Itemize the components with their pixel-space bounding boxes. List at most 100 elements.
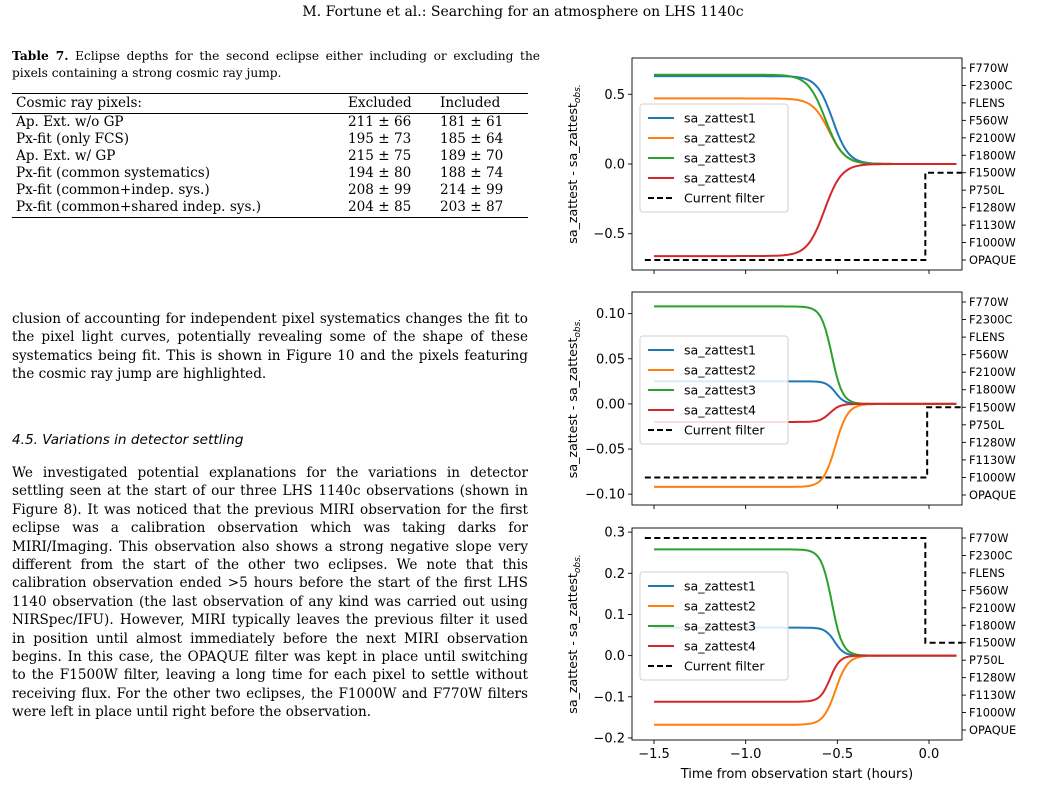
- filter-label: F2300C: [969, 78, 1013, 92]
- legend-entry: sa_zattest1: [684, 111, 756, 126]
- filter-label: F560W: [969, 113, 1009, 127]
- column-header: Included: [436, 93, 528, 114]
- table-caption-text: Eclipse depths for the second eclipse ei…: [12, 49, 541, 80]
- table-cell: 208 ± 99: [348, 182, 412, 198]
- table-cell: 188 ± 74: [440, 165, 504, 181]
- x-tick-label: −1.0: [730, 747, 762, 762]
- filter-label: F560W: [969, 583, 1009, 597]
- y-tick-label: −0.10: [585, 488, 625, 503]
- current-filter-line: [644, 406, 962, 479]
- table-cell: Px-fit (only FCS): [16, 131, 130, 147]
- y-tick-label: 0.10: [596, 307, 625, 322]
- filter-label: F1800W: [969, 618, 1016, 632]
- filter-label: F1130W: [969, 218, 1016, 232]
- filter-label: F1800W: [969, 148, 1016, 162]
- filter-label: F1500W: [969, 636, 1016, 650]
- filter-label: F2100W: [969, 365, 1016, 379]
- legend-entry: Current filter: [684, 659, 765, 674]
- table-caption: Table 7. Eclipse depths for the second e…: [12, 48, 540, 81]
- y-tick-label: 0.1: [604, 608, 625, 623]
- filter-label: F1130W: [969, 688, 1016, 702]
- table-cell: Ap. Ext. w/o GP: [16, 114, 124, 130]
- filter-label: F2100W: [969, 131, 1016, 145]
- plot-area: [644, 73, 962, 261]
- legend-box: [639, 571, 789, 681]
- legend-entry: sa_zattest1: [684, 343, 756, 358]
- table-row: Px-fit (only FCS) 195 ± 73 185 ± 64: [12, 131, 528, 148]
- legend-entry: sa_zattest4: [684, 639, 756, 654]
- filter-label: F770W: [969, 531, 1009, 545]
- table-cell: 195 ± 73: [348, 131, 412, 147]
- filter-label: F1280W: [969, 201, 1016, 215]
- legend-entry: sa_zattest2: [684, 131, 756, 146]
- table-row: Px-fit (common+shared indep. sys.) 204 ± …: [12, 199, 528, 218]
- table-cell: 211 ± 66: [348, 114, 412, 130]
- y-tick-label: −0.5: [593, 227, 625, 242]
- y-axis-label-subscript: obs.: [573, 554, 583, 573]
- y-tick-label: 0.3: [604, 526, 625, 541]
- filter-label: F1800W: [969, 383, 1016, 397]
- table-header-row: Cosmic ray pixels: Excluded Included: [12, 93, 528, 114]
- filter-label: FLENS: [969, 96, 1005, 110]
- y-axis-label: sa_zattest - sa_zattestobs.: [565, 554, 583, 713]
- filter-label: P750L: [969, 183, 1005, 197]
- filter-label: F1280W: [969, 671, 1016, 685]
- table-7-block: Table 7. Eclipse depths for the second e…: [12, 48, 540, 218]
- table-cell: Px-fit (common+shared indep. sys.): [12, 199, 344, 218]
- table-cell: 203 ± 87: [436, 199, 528, 218]
- legend-entry: sa_zattest4: [684, 171, 756, 186]
- legend-entry: sa_zattest2: [684, 599, 756, 614]
- filter-label: F770W: [969, 61, 1009, 75]
- y-tick-label: 0.05: [596, 352, 625, 367]
- table-cell: 194 ± 80: [348, 165, 412, 181]
- filter-label: OPAQUE: [969, 253, 1016, 267]
- filter-label: FLENS: [969, 330, 1005, 344]
- y-axis-label-subscript: obs.: [573, 319, 583, 338]
- filter-label: F1280W: [969, 435, 1016, 449]
- legend-entry: sa_zattest3: [684, 619, 756, 634]
- eclipse-depth-table: Cosmic ray pixels: Excluded Included Ap.…: [12, 93, 528, 218]
- series-line-sa_zattest4: [654, 654, 957, 703]
- column-header: Cosmic ray pixels:: [12, 93, 344, 114]
- table-row: Ap. Ext. w/ GP 215 ± 75 189 ± 70: [12, 148, 528, 165]
- plot-area: [644, 537, 962, 726]
- filter-label: F2300C: [969, 548, 1013, 562]
- paragraph-continuation: clusion of accounting for independent pi…: [12, 311, 528, 383]
- column-header: Excluded: [344, 93, 436, 114]
- y-tick-label: 0.5: [604, 88, 625, 103]
- y-tick-label: −0.05: [585, 443, 625, 458]
- filter-label: OPAQUE: [969, 488, 1016, 502]
- legend-entry: sa_zattest3: [684, 151, 756, 166]
- legend-entry: sa_zattest3: [684, 383, 756, 398]
- filter-label: P750L: [969, 653, 1005, 667]
- table-cell: 189 ± 70: [440, 148, 504, 164]
- table-row: Px-fit (common systematics) 194 ± 80 188 ±…: [12, 165, 528, 182]
- filter-label: F1500W: [969, 166, 1016, 180]
- filter-label: F770W: [969, 295, 1009, 309]
- x-tick-label: −0.5: [822, 747, 854, 762]
- filter-label: F1000W: [969, 706, 1016, 720]
- filter-label: F2100W: [969, 601, 1016, 615]
- y-tick-label: 0.2: [604, 567, 625, 582]
- x-tick-label: 0.0: [919, 747, 940, 762]
- series-line-sa_zattest4: [654, 163, 957, 258]
- detector-settling-figure: −0.5 0.0 0.5 F770W F2300C FLENS F560W F2100W F18…: [565, 57, 1016, 780]
- legend-entry: sa_zattest4: [684, 403, 756, 418]
- table-cell: 215 ± 75: [348, 148, 412, 164]
- axes-frame: [631, 291, 963, 506]
- table-cell: 214 ± 99: [440, 182, 504, 198]
- table-row: Ap. Ext. w/o GP 211 ± 66 181 ± 61: [12, 114, 528, 132]
- filter-label: OPAQUE: [969, 723, 1016, 737]
- filter-label: P750L: [969, 418, 1005, 432]
- filter-label: F1130W: [969, 453, 1016, 467]
- x-axis-label: Time from observation start (hours): [680, 767, 913, 780]
- filter-label: FLENS: [969, 566, 1005, 580]
- y-tick-label: −0.2: [593, 731, 625, 746]
- filter-label: F560W: [969, 348, 1009, 362]
- legend-box: [639, 103, 789, 213]
- x-tick-label: −1.5: [638, 747, 670, 762]
- axes-frame: [631, 527, 963, 741]
- legend-entry: Current filter: [684, 191, 765, 206]
- running-header: M. Fortune et al.: Searching for an atmo…: [302, 4, 744, 20]
- table-cell: 185 ± 64: [440, 131, 504, 147]
